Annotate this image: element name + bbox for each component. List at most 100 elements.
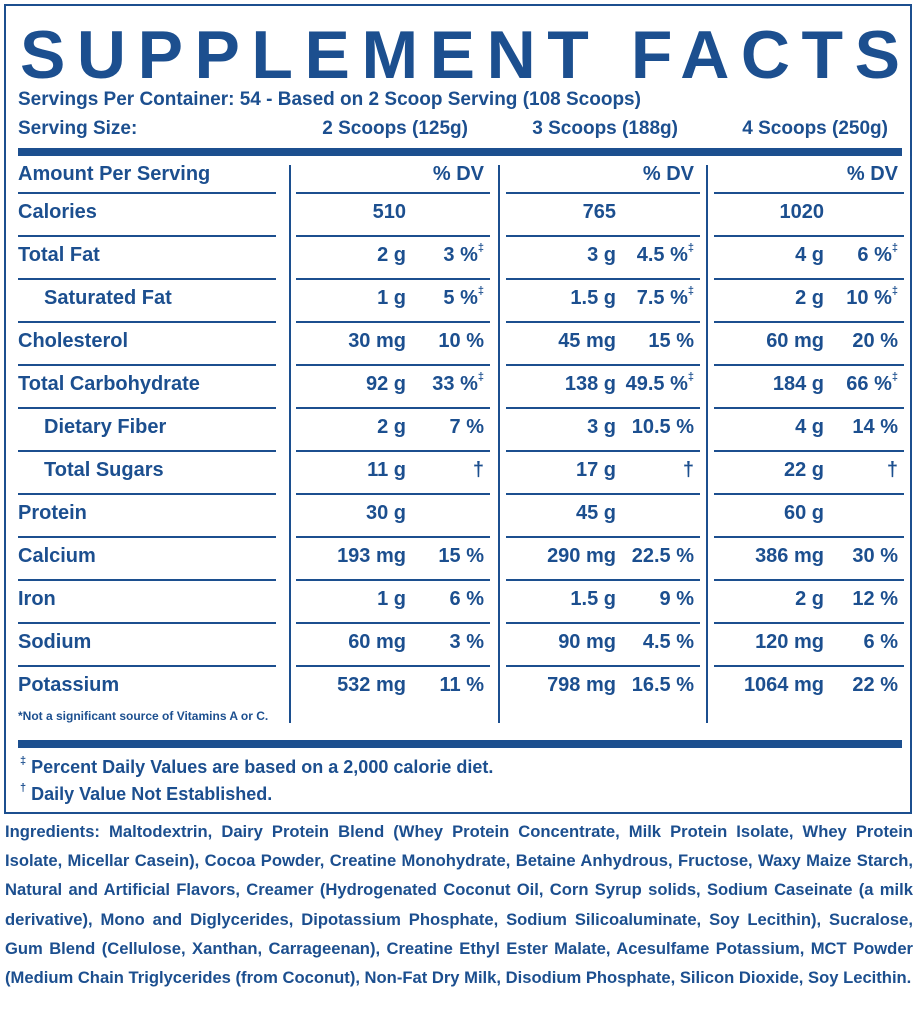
amount: 2 g bbox=[795, 588, 824, 610]
dv-text: 30 % bbox=[852, 545, 898, 567]
row-rule bbox=[296, 622, 490, 624]
amount: 3 g bbox=[587, 244, 616, 266]
daily-value: 16.5 % bbox=[604, 674, 694, 697]
daily-value: 30 % bbox=[808, 545, 898, 568]
row-rule bbox=[506, 235, 700, 237]
daily-value: 12 % bbox=[808, 588, 898, 611]
row-rule bbox=[714, 665, 904, 667]
dv-text: 20 % bbox=[852, 330, 898, 352]
amount: 290 mg bbox=[547, 545, 616, 567]
amount: 60 g bbox=[783, 502, 824, 524]
row-rule bbox=[506, 665, 700, 667]
amount: 532 mg bbox=[337, 674, 406, 696]
amount: 184 g bbox=[772, 373, 824, 395]
dv-note: ‡ bbox=[891, 285, 898, 297]
footnote: † Daily Value Not Established. bbox=[20, 782, 273, 805]
dv-text: 10 % bbox=[438, 330, 484, 352]
thick-rule bbox=[18, 148, 902, 156]
daily-value: 22 % bbox=[808, 674, 898, 697]
row-rule bbox=[714, 407, 904, 409]
row-rule bbox=[18, 364, 276, 366]
row-rule bbox=[296, 407, 490, 409]
nutrient-name: Protein bbox=[18, 502, 87, 524]
row-rule bbox=[714, 579, 904, 581]
serving-option: 4 Scoops (250g) bbox=[742, 118, 888, 139]
row-rule bbox=[714, 536, 904, 538]
table-note: *Not a significant source of Vitamins A … bbox=[18, 709, 269, 723]
daily-value: 7.5 %‡ bbox=[604, 285, 694, 310]
amount: 3 g bbox=[587, 416, 616, 438]
row-rule bbox=[506, 278, 700, 280]
dv-text: 11 % bbox=[439, 674, 484, 696]
footnote-symbol: † bbox=[20, 782, 27, 794]
row-rule bbox=[296, 235, 490, 237]
amount: 120 mg bbox=[755, 631, 824, 653]
daily-value: 10 %‡ bbox=[808, 285, 898, 310]
servings-per-container: Servings Per Container: 54 - Based on 2 … bbox=[18, 89, 641, 110]
row-rule bbox=[296, 278, 490, 280]
daily-value: 4.5 % bbox=[604, 631, 694, 654]
amount: 22 g bbox=[783, 459, 824, 481]
row-rule bbox=[506, 192, 700, 194]
dv-note: ‡ bbox=[477, 371, 484, 383]
amount: 2 g bbox=[377, 416, 406, 438]
daily-value: 10 % bbox=[394, 330, 484, 353]
amount: 11 g bbox=[367, 459, 406, 481]
row-rule bbox=[714, 278, 904, 280]
dv-text: 14 % bbox=[852, 416, 898, 438]
dv-note: ‡ bbox=[477, 242, 484, 254]
dv-header: % DV bbox=[642, 163, 694, 185]
amount: 510 bbox=[372, 201, 406, 223]
row-rule bbox=[18, 192, 276, 194]
amount: 4 g bbox=[795, 244, 824, 266]
column-divider bbox=[706, 165, 708, 723]
column-divider bbox=[498, 165, 500, 723]
amount: 386 mg bbox=[755, 545, 824, 567]
nutrient-name: Calcium bbox=[18, 545, 96, 567]
daily-value: 15 % bbox=[604, 330, 694, 353]
row-rule bbox=[714, 622, 904, 624]
dv-text: 33 % bbox=[432, 373, 478, 395]
row-rule bbox=[506, 579, 700, 581]
dv-text: 22 % bbox=[852, 674, 898, 696]
row-rule bbox=[506, 493, 700, 495]
daily-value: † bbox=[808, 459, 898, 482]
dv-text: 10 % bbox=[846, 287, 892, 309]
row-rule bbox=[506, 321, 700, 323]
row-rule bbox=[506, 536, 700, 538]
nutrient-name: Potassium bbox=[18, 674, 120, 696]
daily-value: 66 %‡ bbox=[808, 371, 898, 396]
row-rule bbox=[18, 665, 276, 667]
footnote: ‡ Percent Daily Values are based on a 2,… bbox=[20, 755, 493, 778]
amount: 45 g bbox=[575, 502, 616, 524]
dv-text: 3 % bbox=[449, 631, 484, 653]
row-rule bbox=[18, 579, 276, 581]
footnote-symbol: ‡ bbox=[20, 755, 27, 767]
amount: 1 g bbox=[377, 588, 406, 610]
daily-value: † bbox=[604, 459, 694, 482]
ingredients-label: Ingredients: bbox=[5, 822, 100, 841]
dv-note: ‡ bbox=[477, 285, 484, 297]
amount: 1 g bbox=[377, 287, 406, 309]
row-rule bbox=[18, 278, 276, 280]
dv-text: 6 % bbox=[449, 588, 484, 610]
daily-value: 14 % bbox=[808, 416, 898, 439]
dv-text: 66 % bbox=[846, 373, 892, 395]
daily-value: 6 % bbox=[394, 588, 484, 611]
amount: 1.5 g bbox=[570, 287, 616, 309]
footnote-text: Daily Value Not Established. bbox=[31, 784, 273, 804]
daily-value: 5 %‡ bbox=[394, 285, 484, 310]
row-rule bbox=[296, 493, 490, 495]
daily-value: 6 % bbox=[808, 631, 898, 654]
amount: 30 g bbox=[365, 502, 406, 524]
dv-text: 16.5 % bbox=[631, 674, 694, 696]
row-rule bbox=[296, 665, 490, 667]
nutrient-name: Iron bbox=[18, 588, 56, 610]
amount: 30 mg bbox=[348, 330, 406, 352]
table-header: Amount Per Serving bbox=[18, 163, 211, 185]
dv-note: ‡ bbox=[891, 242, 898, 254]
dv-text: † bbox=[886, 459, 898, 481]
dv-text: † bbox=[682, 459, 694, 481]
